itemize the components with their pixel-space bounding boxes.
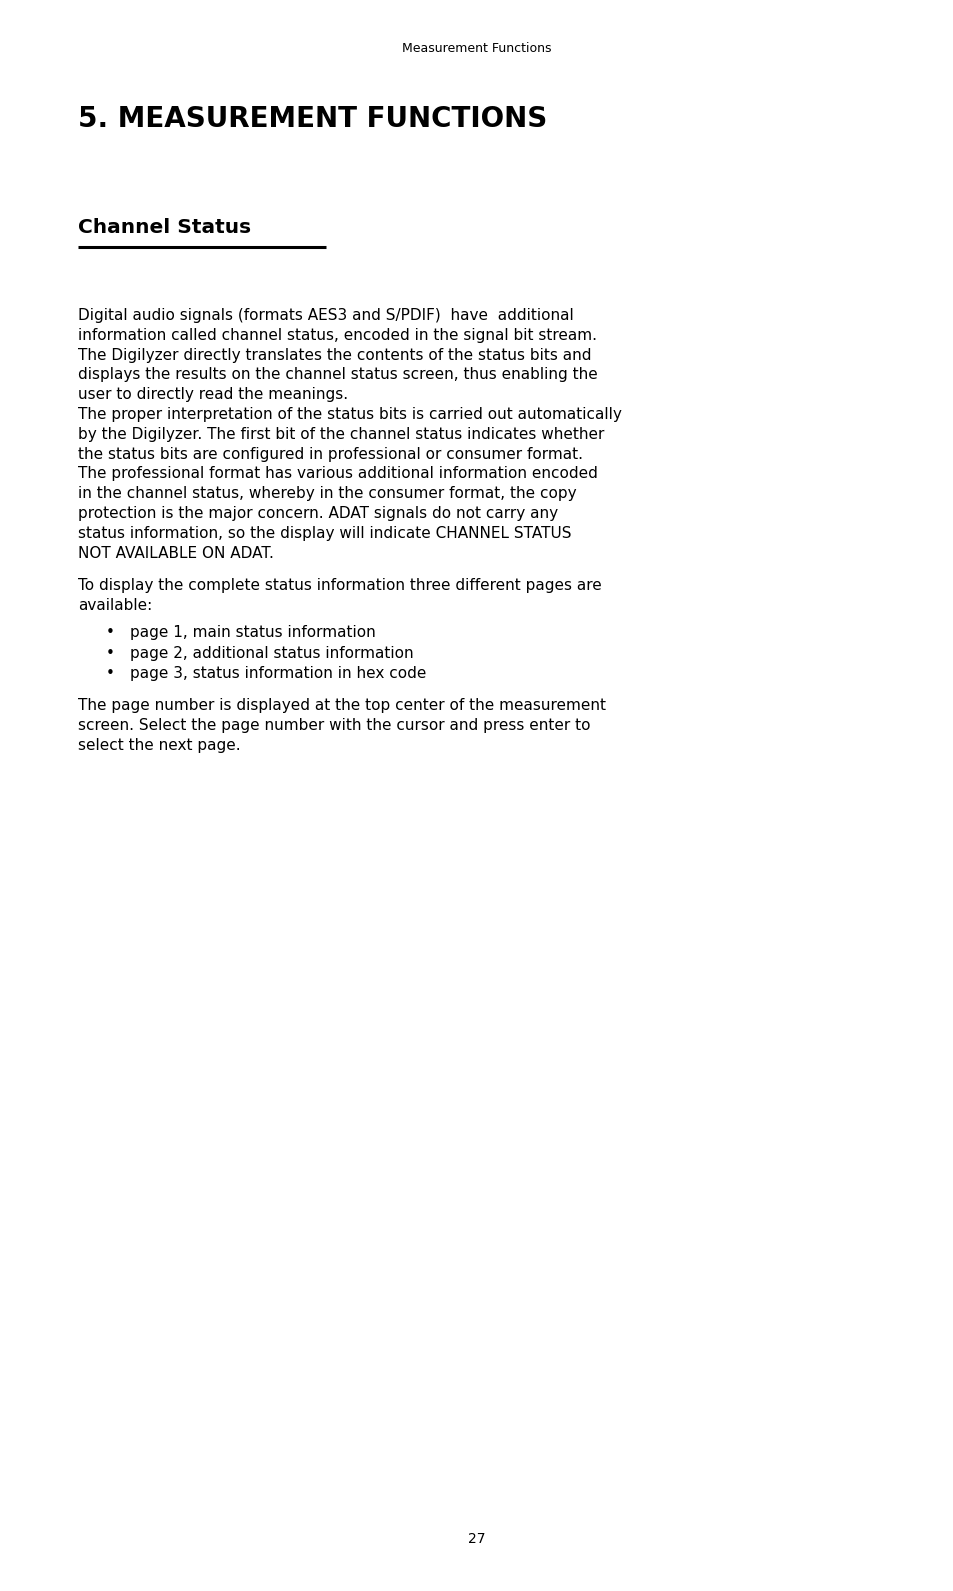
Text: available:: available: — [78, 598, 152, 613]
Text: screen. Select the page number with the cursor and press enter to: screen. Select the page number with the … — [78, 718, 590, 733]
Text: page 3, status information in hex code: page 3, status information in hex code — [130, 667, 426, 681]
Text: Digital audio signals (formats AES3 and S/PDIF)  have  additional: Digital audio signals (formats AES3 and … — [78, 309, 573, 323]
Text: status information, so the display will indicate CHANNEL STATUS: status information, so the display will … — [78, 525, 571, 541]
Text: The professional format has various additional information encoded: The professional format has various addi… — [78, 466, 598, 482]
Text: displays the results on the channel status screen, thus enabling the: displays the results on the channel stat… — [78, 368, 598, 382]
Text: •: • — [106, 646, 114, 660]
Text: Measurement Functions: Measurement Functions — [402, 41, 551, 56]
Text: Channel Status: Channel Status — [78, 218, 251, 237]
Text: NOT AVAILABLE ON ADAT.: NOT AVAILABLE ON ADAT. — [78, 546, 274, 560]
Text: information called channel status, encoded in the signal bit stream.: information called channel status, encod… — [78, 328, 597, 342]
Text: •: • — [106, 667, 114, 681]
Text: The page number is displayed at the top center of the measurement: The page number is displayed at the top … — [78, 698, 605, 713]
Text: To display the complete status information three different pages are: To display the complete status informati… — [78, 578, 601, 593]
Text: 27: 27 — [468, 1532, 485, 1546]
Text: 5. MEASUREMENT FUNCTIONS: 5. MEASUREMENT FUNCTIONS — [78, 105, 547, 134]
Text: page 2, additional status information: page 2, additional status information — [130, 646, 414, 660]
Text: user to directly read the meanings.: user to directly read the meanings. — [78, 387, 348, 403]
Text: The proper interpretation of the status bits is carried out automatically: The proper interpretation of the status … — [78, 407, 621, 422]
Text: the status bits are configured in professional or consumer format.: the status bits are configured in profes… — [78, 447, 582, 461]
Text: select the next page.: select the next page. — [78, 738, 240, 753]
Text: The Digilyzer directly translates the contents of the status bits and: The Digilyzer directly translates the co… — [78, 347, 591, 363]
Text: by the Digilyzer. The first bit of the channel status indicates whether: by the Digilyzer. The first bit of the c… — [78, 426, 604, 442]
Text: page 1, main status information: page 1, main status information — [130, 625, 375, 640]
Text: •: • — [106, 625, 114, 640]
Text: protection is the major concern. ADAT signals do not carry any: protection is the major concern. ADAT si… — [78, 506, 558, 520]
Text: in the channel status, whereby in the consumer format, the copy: in the channel status, whereby in the co… — [78, 487, 576, 501]
